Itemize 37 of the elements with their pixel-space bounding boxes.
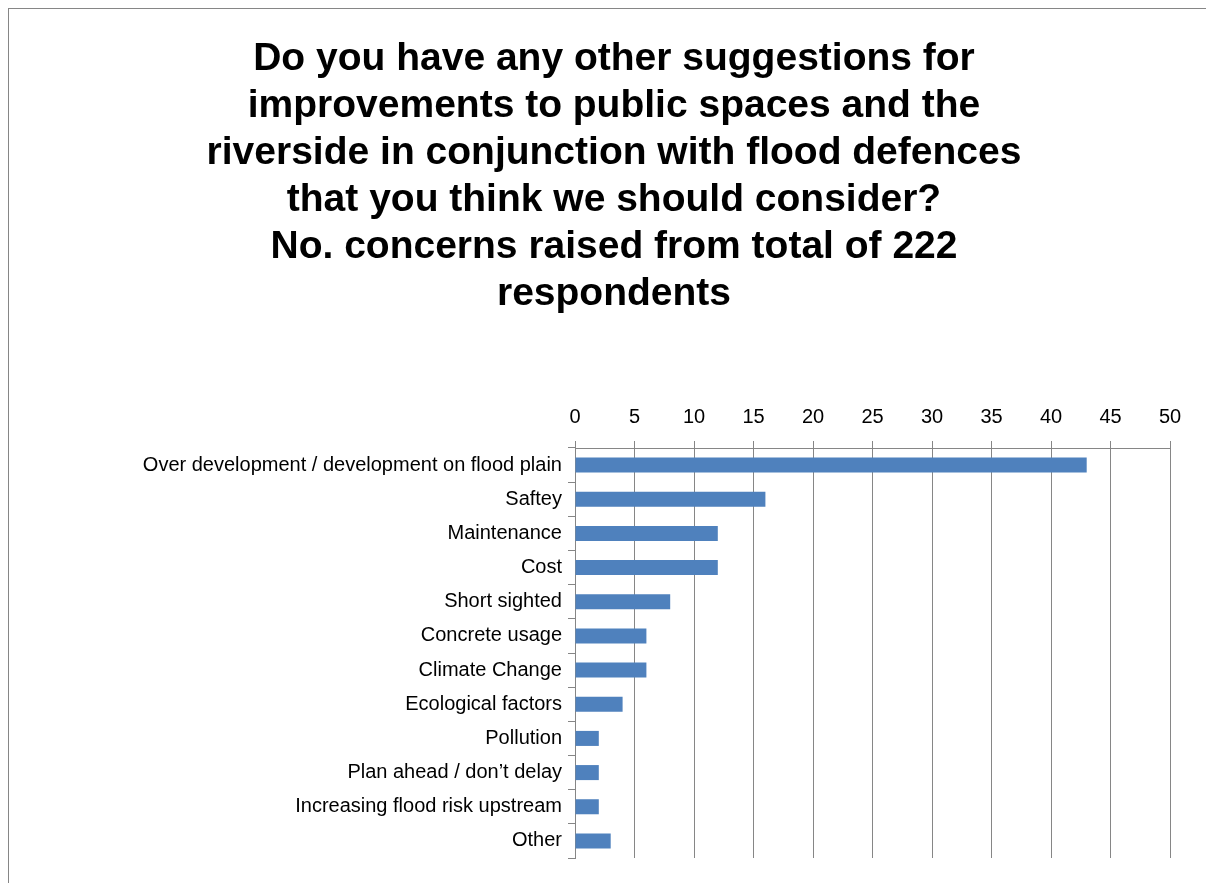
bar bbox=[575, 525, 718, 541]
y-tick-label: Ecological factors bbox=[405, 691, 562, 714]
x-tick-label: 30 bbox=[920, 404, 944, 427]
x-tick-label: 0 bbox=[569, 404, 581, 427]
x-tick-label: 45 bbox=[1099, 404, 1122, 427]
chart-subtitle: No. concerns raised from total of 222 respondents bbox=[269, 222, 959, 315]
chart-title: Do you have any other suggestions for improvements to public spaces and the riverside in conjunction with flood defences that you think we should consider? bbox=[205, 34, 1023, 221]
x-tick-label: 50 bbox=[1158, 404, 1182, 427]
y-tick-label: Pollution bbox=[485, 725, 562, 748]
y-tick-label: Short sighted bbox=[444, 589, 562, 612]
bar bbox=[575, 491, 766, 507]
y-tick-label: Over development / development on flood plain bbox=[142, 452, 562, 475]
y-tick-label: Concrete usage bbox=[420, 623, 562, 646]
x-tick-label: 40 bbox=[1039, 404, 1063, 427]
bar bbox=[575, 799, 599, 815]
x-tick-label: 15 bbox=[742, 404, 765, 427]
y-tick-label: Saftey bbox=[505, 486, 562, 509]
x-tick-label: 25 bbox=[861, 404, 884, 427]
bar bbox=[575, 594, 671, 610]
bar bbox=[575, 833, 611, 849]
x-tick-label: 35 bbox=[980, 404, 1003, 427]
y-tick-label: Maintenance bbox=[447, 520, 562, 543]
bar bbox=[575, 457, 1087, 473]
bar bbox=[575, 696, 623, 712]
x-tick-label: 10 bbox=[682, 404, 706, 427]
bar bbox=[575, 730, 599, 746]
x-tick-label: 20 bbox=[801, 404, 825, 427]
y-tick-label: Other bbox=[511, 828, 563, 851]
y-tick-label: Climate Change bbox=[418, 657, 562, 680]
y-tick-label: Increasing flood risk upstream bbox=[295, 794, 562, 817]
bar bbox=[575, 765, 599, 781]
y-tick-label: Plan ahead / don’t delay bbox=[347, 760, 562, 783]
y-tick-label: Cost bbox=[520, 555, 563, 578]
bar bbox=[575, 662, 647, 678]
bar bbox=[575, 628, 647, 644]
x-tick-label: 5 bbox=[628, 404, 641, 427]
bar bbox=[575, 560, 718, 576]
